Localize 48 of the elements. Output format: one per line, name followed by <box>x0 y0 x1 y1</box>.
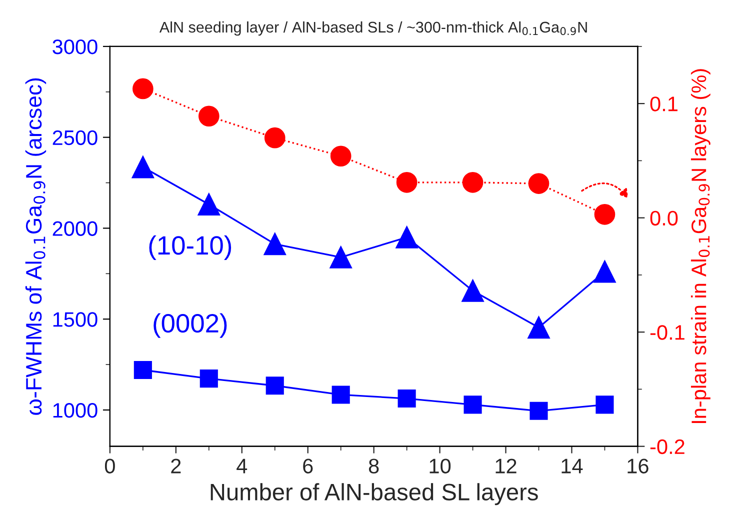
point <box>398 390 416 408</box>
y-axis-title: ω-FWHMs of Al$_{0.1}$Ga$_{0.9}$N (arcsec) <box>25 78 46 415</box>
point <box>332 386 350 404</box>
x-tick-label: 16 <box>628 458 648 474</box>
point <box>530 402 548 420</box>
x-tick-label: 0 <box>104 458 115 474</box>
y-tick-label: 1000 <box>53 402 98 418</box>
point <box>264 127 286 148</box>
point <box>462 280 484 302</box>
point <box>266 376 284 395</box>
point <box>396 172 418 193</box>
point <box>396 226 418 248</box>
x-tick-label: 6 <box>303 458 313 474</box>
x-tick-label: 2 <box>171 458 181 474</box>
x-axis-title: Number of AlN-based SL layers <box>210 483 538 506</box>
point <box>330 246 352 268</box>
y-tick-label: 1500 <box>53 312 98 327</box>
y2-tick-label: 0.0 <box>650 210 678 226</box>
chart-title: AlN seeding layer / AlN-based SLs / ~300-nm-thick Al$_{0.1}$Ga$_{0.9}$N <box>159 21 587 36</box>
point <box>528 316 550 339</box>
y2-tick-label: -0.1 <box>650 325 684 340</box>
point <box>464 396 482 414</box>
point <box>132 156 154 178</box>
point <box>528 173 550 194</box>
y-tick-label: 3000 <box>52 39 98 54</box>
y2-tick-label: 0.1 <box>650 96 678 112</box>
point <box>132 78 154 100</box>
y2-axis-title: In-plan strain in Al$_{0.1}$Ga$_{0.9}$N layers (%) <box>690 69 710 424</box>
point <box>198 193 220 216</box>
point <box>594 204 616 225</box>
y2-tick-label: -0.2 <box>650 439 684 454</box>
series-label: (0002) <box>154 313 227 338</box>
y-tick-label: 2000 <box>52 221 98 236</box>
x-tick-label: 8 <box>368 458 379 474</box>
point <box>198 106 220 127</box>
point <box>200 370 218 388</box>
point <box>596 396 614 414</box>
point <box>264 232 286 256</box>
point <box>594 260 616 283</box>
point <box>330 146 352 167</box>
y-tick-label: 2500 <box>52 130 98 146</box>
x-tick-label: 12 <box>496 458 516 474</box>
x-tick-label: 4 <box>236 458 248 474</box>
point <box>462 172 484 193</box>
x-tick-label: 10 <box>430 458 451 474</box>
point <box>134 360 152 380</box>
x-tick-label: 14 <box>562 458 583 474</box>
series-label: (10-10) <box>149 235 232 260</box>
